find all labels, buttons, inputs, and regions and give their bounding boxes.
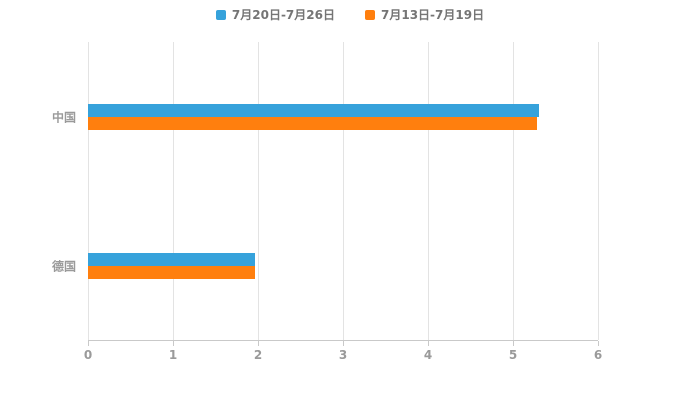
- x-tick-label: 5: [508, 348, 518, 362]
- x-axis: 0 1 2 3 4 5 6: [84, 341, 602, 367]
- legend-item-1[interactable]: 7月20日-7月26日: [215, 6, 335, 23]
- bar-series2-德国: [88, 265, 256, 279]
- bar-series1-德国: [88, 252, 256, 266]
- x-axis-tick: [258, 341, 259, 346]
- gridline: [513, 42, 514, 340]
- x-tick-label: 2: [253, 348, 263, 362]
- bar-series2-中国: [88, 116, 537, 130]
- legend-swatch-icon: [215, 9, 226, 20]
- x-axis-tick: [343, 341, 344, 346]
- gridline: [428, 42, 429, 340]
- gridline: [343, 42, 344, 340]
- legend-label: 7月20日-7月26日: [231, 8, 335, 22]
- bar-series1-中国: [88, 103, 539, 117]
- x-axis-tick: [513, 341, 514, 346]
- x-axis-tick: [428, 341, 429, 346]
- category-label: 中国: [51, 110, 76, 124]
- y-axis-labels: 中国 德国: [0, 42, 80, 340]
- legend-swatch-icon: [365, 9, 375, 20]
- gridline: [88, 42, 89, 340]
- x-axis-tick: [598, 341, 599, 346]
- gridline: [173, 42, 174, 340]
- legend: 7月20日-7月26日 7月13日-7月19日: [0, 6, 700, 23]
- legend-item-2[interactable]: 7月13日-7月19日: [365, 6, 484, 23]
- x-axis-tick: [88, 341, 89, 346]
- plot-area: [88, 42, 599, 341]
- gridline: [258, 42, 259, 340]
- gridline: [598, 42, 599, 340]
- x-tick-label: 4: [423, 348, 433, 362]
- x-axis-tick: [173, 341, 174, 346]
- x-tick-label: 3: [338, 348, 348, 362]
- legend-label: 7月13日-7月19日: [381, 8, 485, 22]
- x-tick-label: 6: [593, 348, 603, 362]
- x-tick-label: 0: [83, 348, 93, 362]
- x-tick-label: 1: [168, 348, 178, 362]
- category-label: 德国: [51, 259, 76, 273]
